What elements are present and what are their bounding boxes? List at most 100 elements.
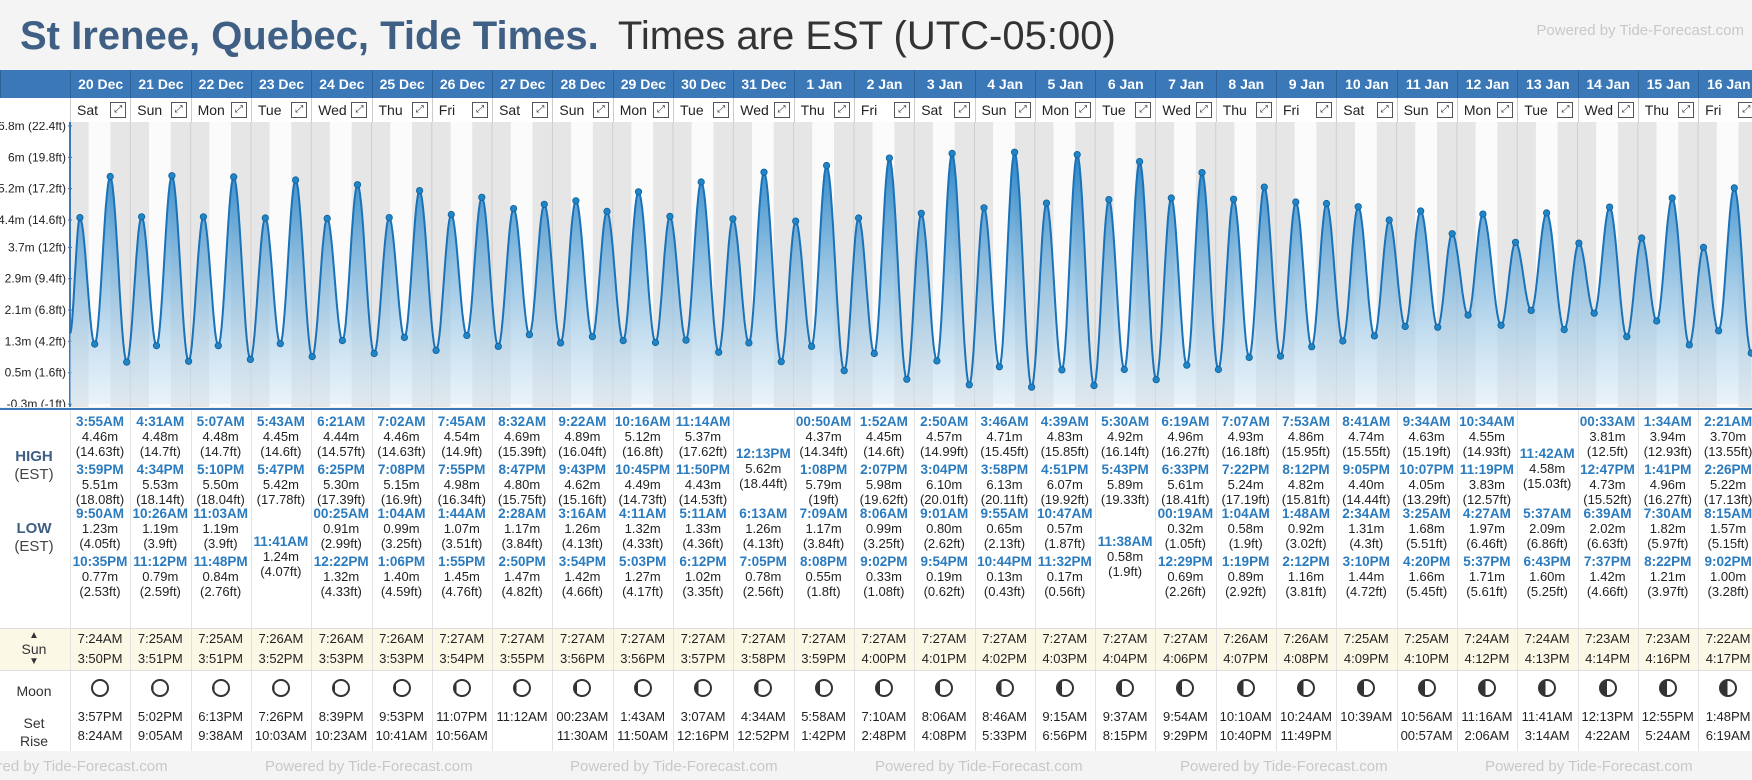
high-tide-2-time: 4:34PM <box>136 462 184 477</box>
moon-phase-icon <box>1417 679 1436 697</box>
low-tide-1-meters: 0.92m <box>1287 521 1325 536</box>
high-tide-2-time: 8:12PM <box>1282 462 1330 477</box>
high-tide-1-time: 8:41AM <box>1342 414 1391 429</box>
expand-icon[interactable]: ⤢ <box>472 102 489 118</box>
high-tide-2-time: 9:05PM <box>1342 462 1390 477</box>
expand-icon[interactable]: ⤢ <box>532 102 549 118</box>
expand-icon[interactable]: ⤢ <box>170 102 187 118</box>
high-tide-2: 5:10PM 5.50m (18.04ft) <box>191 462 251 507</box>
expand-icon[interactable]: ⤢ <box>1135 102 1152 118</box>
low-tide-2-meters: 1.42m <box>1589 569 1626 584</box>
column-separator <box>1336 629 1338 671</box>
expand-icon[interactable]: ⤢ <box>1738 102 1752 118</box>
low-tide-2-time: 6:12PM <box>679 554 727 569</box>
low-tide-1-feet: (3.9ft) <box>143 536 178 551</box>
expand-icon[interactable]: ⤢ <box>110 102 127 118</box>
expand-icon[interactable]: ⤢ <box>1497 102 1514 118</box>
weekday-cell: Wed ⤢ <box>311 98 371 122</box>
low-tide-1-feet: (5.15ft) <box>1707 536 1749 551</box>
low-tide-2: 2:12PM 1.16m (3.81ft) <box>1276 554 1336 599</box>
moonset-time: 9:54AM <box>1162 709 1208 724</box>
high-tide-1-meters: 5.37m <box>684 429 722 444</box>
low-tide-2: 12:29PM 0.69m (2.26ft) <box>1155 554 1215 599</box>
low-tide-2-meters: 1.60m <box>1529 569 1566 584</box>
tide-point <box>854 214 863 222</box>
expand-icon[interactable]: ⤢ <box>652 102 669 118</box>
high-tide-2-meters: 6.13m <box>986 477 1023 492</box>
high-tide-1-feet: (14.34ft) <box>799 444 848 459</box>
expand-icon[interactable]: ⤢ <box>1617 102 1634 118</box>
expand-icon[interactable]: ⤢ <box>1014 102 1031 118</box>
expand-icon[interactable]: ⤢ <box>1195 102 1212 118</box>
high-tide-1-meters: 4.48m <box>202 429 239 444</box>
low-tide-2-feet: (3.81ft) <box>1285 584 1327 599</box>
expand-icon[interactable]: ⤢ <box>1678 102 1695 118</box>
low-tide-2-feet: (5.45ft) <box>1406 584 1448 599</box>
expand-icon[interactable]: ⤢ <box>291 102 308 118</box>
expand-icon[interactable]: ⤢ <box>954 102 971 118</box>
sunset-time: 3:56PM <box>559 651 605 666</box>
tide-point <box>246 355 254 363</box>
expand-icon[interactable]: ⤢ <box>1075 102 1092 118</box>
expand-icon[interactable]: ⤢ <box>351 102 368 118</box>
sun-times-cell: 7:26AM 3:52PM <box>251 629 311 669</box>
weekday-cell: Fri ⤢ <box>1698 98 1752 122</box>
date-header-cell: 8 Jan <box>1215 70 1276 98</box>
low-tide-2: 7:05PM 0.78m (2.56ft) <box>733 554 793 599</box>
expand-icon[interactable]: ⤢ <box>1436 102 1453 118</box>
high-tide-2-feet: (15.03ft) <box>1522 476 1572 491</box>
weekday-cell: Thu ⤢ <box>793 98 854 122</box>
expand-icon[interactable]: ⤢ <box>713 102 730 118</box>
footer-powered-link[interactable]: Powered by Tide-Forecast.com <box>0 758 168 775</box>
low-tide-2-meters: 1.71m <box>1468 569 1505 584</box>
high-tide-2: 3:04PM 6.10m (20.01ft) <box>914 462 974 507</box>
high-tide-2-time: 5:47PM <box>257 462 305 477</box>
expand-icon[interactable]: ⤢ <box>411 102 428 118</box>
footer-powered-link[interactable]: Powered by Tide-Forecast.com <box>570 758 778 775</box>
date-header-cell: 21 Dec <box>130 70 190 98</box>
footer-powered-link[interactable]: Powered by Tide-Forecast.com <box>265 758 473 775</box>
high-tide-2: 1:08PM 5.79m (19ft) <box>794 462 854 507</box>
expand-icon[interactable]: ⤢ <box>592 102 609 118</box>
expand-icon[interactable]: ⤢ <box>833 102 850 118</box>
tide-point <box>1214 365 1223 374</box>
footer-powered-link[interactable]: Powered by Tide-Forecast.com <box>1485 758 1693 775</box>
footer-powered-link[interactable]: Powered by Tide-Forecast.com <box>1180 758 1388 775</box>
expand-icon[interactable]: ⤢ <box>1316 102 1333 118</box>
low-tide-1: 1:44AM 1.07m (3.51ft) <box>432 506 492 551</box>
low-tide-1-feet: (1.9ft) <box>1108 564 1143 579</box>
moon-phase-icon <box>1116 679 1135 697</box>
low-tide-1: 4:11AM 1.32m (4.33ft) <box>613 506 673 551</box>
expand-icon[interactable]: ⤢ <box>1376 102 1393 118</box>
weekday-label: Wed <box>1162 102 1191 118</box>
tide-point <box>1401 322 1409 331</box>
low-tide-2: 10:35PM 0.77m (2.53ft) <box>70 554 130 599</box>
powered-by-link[interactable]: Powered by Tide-Forecast.com <box>1536 22 1744 39</box>
tide-point <box>807 342 816 350</box>
high-tide-1-feet: (14.93ft) <box>1462 444 1512 459</box>
expand-icon[interactable]: ⤢ <box>1255 102 1272 118</box>
tide-point <box>840 367 848 375</box>
low-tide-1-meters: 1.24m <box>262 549 299 564</box>
high-tide-2-meters: 4.58m <box>1529 461 1566 476</box>
expand-icon[interactable]: ⤢ <box>773 102 790 118</box>
column-separator <box>1095 671 1097 751</box>
low-tide-2-feet: (2.26ft) <box>1164 584 1206 599</box>
expand-icon[interactable]: ⤢ <box>1557 102 1574 118</box>
expand-icon[interactable]: ⤢ <box>894 102 911 118</box>
column-separator <box>130 410 132 628</box>
moonrise-time: 11:30AM <box>556 728 608 743</box>
footer-powered-link[interactable]: Powered by Tide-Forecast.com <box>875 758 1083 775</box>
date-header-cell: 14 Jan <box>1577 70 1638 98</box>
sunrise-time: 7:27AM <box>1162 631 1208 646</box>
date-header-cell: 7 Jan <box>1155 70 1215 98</box>
high-tide-2: 11:50PM 4.43m (14.53ft) <box>673 462 733 507</box>
low-tide-1: 2:34AM 1.31m (4.3ft) <box>1336 506 1396 551</box>
low-tide-1-feet: (3.84ft) <box>501 536 543 551</box>
moon-phase-icon <box>935 679 954 697</box>
tide-point <box>1511 238 1520 246</box>
tide-point <box>1638 234 1646 242</box>
moonset-time: 1:48PM <box>1705 709 1751 724</box>
column-separator <box>1517 410 1519 628</box>
expand-icon[interactable]: ⤢ <box>230 102 247 118</box>
